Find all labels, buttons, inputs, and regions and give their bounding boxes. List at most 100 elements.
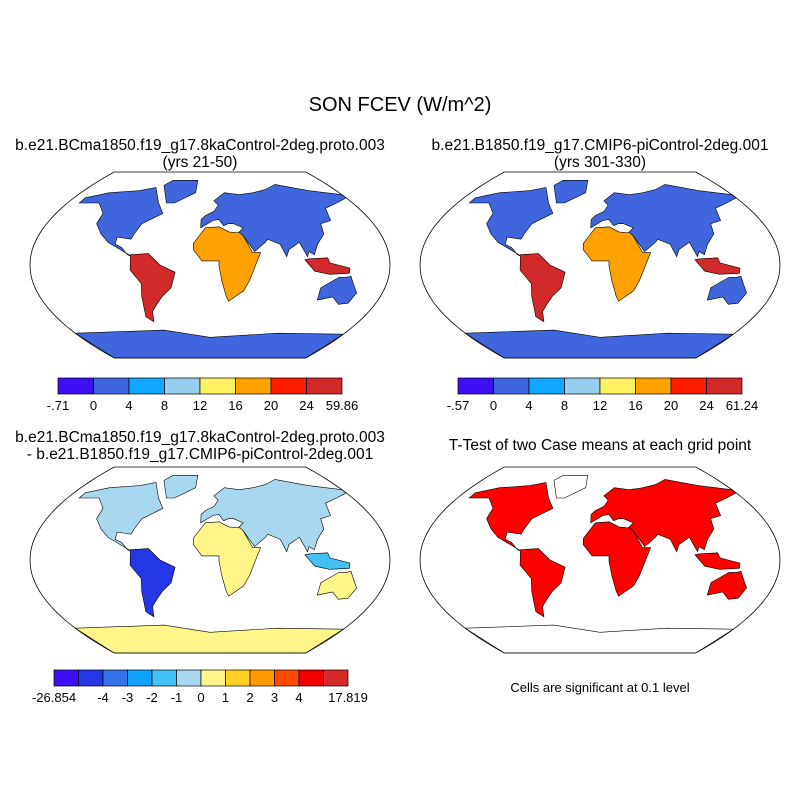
land-id [694, 257, 741, 275]
panel3-title: b.e21.BCma1850.f19_g17.8kaControl-2deg.p… [15, 429, 385, 463]
colorbar-label: 8 [561, 398, 568, 413]
colorbar-box [235, 377, 272, 395]
map-panel-4 [419, 466, 781, 654]
panel2-title: b.e21.B1850.f19_g17.CMIP6-piControl-2deg… [432, 137, 769, 171]
colorbar-1: -.71 0 4 8 12 16 20 24 59.86 [47, 377, 358, 413]
panel4-title-line1: T-Test of two Case means at each grid po… [448, 437, 752, 454]
significance-note: Cells are significant at 0.1 level [510, 680, 690, 695]
colorbar-label: 4 [525, 398, 532, 413]
land-eu [590, 479, 737, 553]
colorbar-label: 1 [222, 690, 229, 705]
colorbar-label: 8 [161, 398, 168, 413]
colorbar-box [323, 669, 349, 687]
map-frame [419, 466, 781, 654]
colorbar-3: -26.854 -4 -3 -2 -1 0 1 2 3 4 17.819 [32, 669, 368, 705]
colorbar-2: -.57 0 4 8 12 16 20 24 61.24 [447, 377, 759, 413]
colorbar-box [128, 377, 165, 395]
land-an [74, 624, 345, 654]
colorbar-label: 0 [197, 690, 204, 705]
colorbar-box [225, 669, 251, 687]
land-eu [200, 479, 347, 553]
land-an [464, 624, 735, 654]
colorbar-box [249, 669, 275, 687]
map-frame [29, 466, 391, 654]
colorbar-label: -.71 [47, 398, 69, 413]
panel3-title-line1: b.e21.BCma1850.f19_g17.8kaControl-2deg.p… [15, 429, 385, 446]
colorbar-box [200, 669, 226, 687]
colorbar-label: 12 [193, 398, 207, 413]
land-au [706, 276, 747, 305]
colorbar-label: 61.24 [726, 398, 759, 413]
land-af [192, 226, 262, 302]
colorbar-box [274, 669, 300, 687]
colorbar-label: 2 [246, 690, 253, 705]
figure-title: SON FCEV (W/m^2) [308, 94, 492, 116]
colorbar-box [199, 377, 236, 395]
land-sa [129, 253, 176, 323]
colorbar-box [706, 377, 743, 395]
colorbar-box [306, 377, 343, 395]
colorbar-box [78, 669, 104, 687]
land-na [468, 187, 554, 257]
panel1-title-line2: (yrs 21-50) [162, 154, 238, 171]
colorbar-box [298, 669, 324, 687]
colorbar-box [270, 377, 307, 395]
colorbar-label: 4 [295, 690, 302, 705]
land-na [78, 187, 164, 257]
colorbar-box [176, 669, 202, 687]
map-panel-2 [419, 171, 781, 359]
land-an [74, 329, 345, 359]
panel1-title: b.e21.BCma1850.f19_g17.8kaControl-2deg.p… [15, 137, 385, 171]
colorbar-box [599, 377, 636, 395]
land-id [304, 257, 351, 275]
colorbar-label: -4 [97, 690, 109, 705]
panel2-title-line1: b.e21.B1850.f19_g17.CMIP6-piControl-2deg… [431, 137, 769, 154]
map-frame [29, 171, 391, 359]
colorbar-box [127, 669, 153, 687]
land-au [316, 571, 357, 600]
colorbar-box [670, 377, 707, 395]
land-id [694, 552, 741, 570]
colorbar-label: 24 [299, 398, 313, 413]
land-sa [519, 253, 566, 323]
panel3-title-line2: - b.e21.B1850.f19_g17.CMIP6-piControl-2d… [26, 446, 374, 463]
colorbar-label: 20 [264, 398, 278, 413]
colorbar-label: 12 [593, 398, 607, 413]
land-gl [163, 180, 199, 204]
land-sa [129, 548, 176, 618]
colorbar-box [457, 377, 494, 395]
map-panel-1 [29, 171, 391, 359]
colorbar-box [57, 377, 94, 395]
colorbar-label: 3 [271, 690, 278, 705]
colorbar-label: 16 [228, 398, 242, 413]
land-na [78, 482, 164, 552]
colorbar-label: 4 [125, 398, 132, 413]
land-af [582, 226, 652, 302]
colorbar-label: 0 [90, 398, 97, 413]
colorbar-box [102, 669, 128, 687]
colorbar-label: 0 [490, 398, 497, 413]
colorbar-box [151, 669, 177, 687]
land-na [468, 482, 554, 552]
panel4-title: T-Test of two Case means at each grid po… [449, 437, 751, 454]
colorbar-box [564, 377, 601, 395]
colorbar-box [164, 377, 201, 395]
colorbar-label: -1 [171, 690, 183, 705]
land-eu [590, 184, 737, 258]
land-au [706, 571, 747, 600]
land-gl [553, 475, 589, 499]
map-frame [419, 171, 781, 359]
colorbar-label: 20 [664, 398, 678, 413]
colorbar-box [93, 377, 130, 395]
colorbar-label: -2 [146, 690, 158, 705]
map-panel-3 [29, 466, 391, 654]
panel2-title-line2: (yrs 301-330) [553, 154, 647, 171]
panel1-title-line1: b.e21.BCma1850.f19_g17.8kaControl-2deg.p… [15, 137, 385, 154]
colorbar-box [53, 669, 79, 687]
colorbar-label: 17.819 [328, 690, 368, 705]
land-eu [200, 184, 347, 258]
land-an [464, 329, 735, 359]
land-af [582, 521, 652, 597]
land-sa [519, 548, 566, 618]
